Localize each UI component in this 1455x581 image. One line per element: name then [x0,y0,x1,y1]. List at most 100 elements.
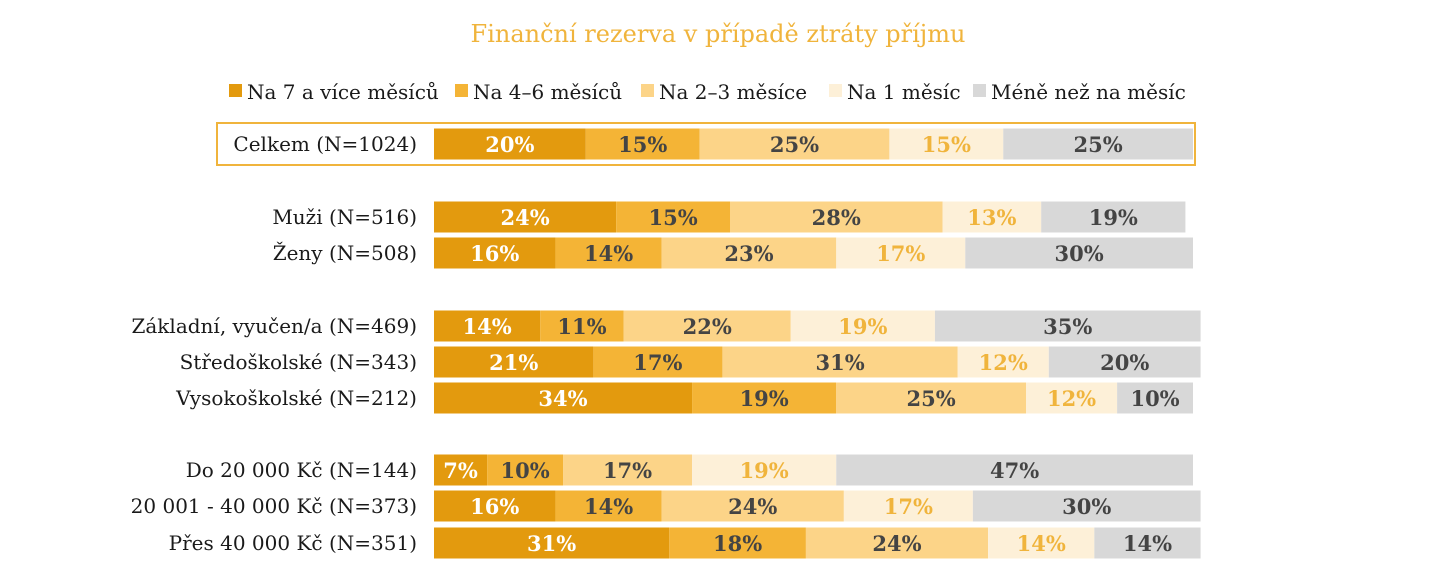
bar-row: 14% 11% 22% 19% 35% [434,310,1201,342]
highlight-box [216,122,1196,166]
bar-segment [593,346,723,378]
legend-swatch [641,84,654,97]
bar-segment [434,310,541,342]
bar-segment [1094,527,1201,559]
category-label: Do 20 000 Kč (N=144) [186,458,417,482]
legend-item: Méně než na měsíc [973,80,1186,104]
bar-segment [843,490,973,522]
data-label: 20% [1100,350,1149,375]
bar-segment [487,454,564,486]
category-labels: Celkem (N=1024) Muži (N=516) Ženy (N=508) Z… [131,132,417,555]
bar-segment [434,454,488,486]
data-label: 18% [713,531,762,556]
data-label: 13% [967,205,1016,230]
data-label: 14% [584,494,633,519]
bar-segment [988,527,1095,559]
bar-segment [965,237,1193,269]
data-label: 14% [584,241,633,266]
chart-title: Finanční rezerva v případě ztráty příjmu [471,20,966,48]
data-label: 31% [815,350,864,375]
bar-segment [1117,382,1193,414]
bar-segment [434,201,617,233]
bar-segment [1048,346,1201,378]
data-label: 22% [683,314,732,339]
data-label: 15% [648,205,697,230]
bar-segment [434,527,670,559]
bar-row: 31% 18% 24% 14% 14% [434,527,1201,559]
bar-segment [972,490,1201,522]
data-label: 25% [770,132,819,157]
bar-segment [836,454,1193,486]
legend-label: Na 7 a více měsíců [247,80,439,104]
bar-segment [957,346,1049,378]
bar-segment [585,128,700,160]
data-label: 31% [527,531,576,556]
data-label: 28% [812,205,861,230]
data-label: 7% [443,458,478,483]
data-label: 24% [728,494,777,519]
legend-swatch [973,84,986,97]
data-label: 17% [633,350,682,375]
category-label: Přes 40 000 Kč (N=351) [169,531,417,555]
bar-segment [836,382,1027,414]
legend-swatch [829,84,842,97]
legend: Na 7 a více měsíců Na 4–6 měsíců Na 2–3 mě… [229,80,1186,104]
data-label: 14% [463,314,512,339]
bar-segment [540,310,624,342]
bar-row: 16% 14% 24% 17% 30% [434,490,1201,522]
category-label: Vysokoškolské (N=212) [175,386,417,410]
data-label: 25% [907,386,956,411]
data-label: 24% [872,531,921,556]
data-label: 19% [838,314,887,339]
legend-item: Na 7 a více měsíců [229,80,439,104]
legend-label: Na 4–6 měsíců [473,80,622,104]
data-label: 12% [1047,386,1096,411]
data-label: 16% [470,494,519,519]
bar-segment [434,382,693,414]
data-label: 34% [538,386,587,411]
data-label: 19% [1089,205,1138,230]
bar-segment [692,382,837,414]
bar-row: 20% 15% 25% 15% 25% [434,128,1193,160]
bar-segment [434,490,556,522]
data-label: 17% [876,241,925,266]
data-label: 12% [979,350,1028,375]
bar-segment [661,490,844,522]
legend-item: Na 2–3 měsíce [641,80,807,104]
legend-label: Méně než na měsíc [991,80,1186,104]
bar-segment [1003,128,1193,160]
data-label: 19% [740,386,789,411]
bar-segment [555,490,662,522]
bar-row: 21% 17% 31% 12% 20% [434,346,1201,378]
category-label: Celkem (N=1024) [233,132,417,156]
bar-segment [934,310,1201,342]
data-label: 16% [470,241,519,266]
bar-segment [699,128,890,160]
bar-segment [434,128,586,160]
bar-segment [563,454,693,486]
data-label: 30% [1062,494,1111,519]
bar-segment [434,237,556,269]
bar-segment [836,237,966,269]
bar-segment [661,237,837,269]
legend-label: Na 1 měsíc [847,80,961,104]
legend-item: Na 4–6 měsíců [455,80,622,104]
bar-segment [623,310,791,342]
bar-segment [692,454,837,486]
category-label: 20 001 - 40 000 Kč (N=373) [131,494,417,518]
data-label: 17% [884,494,933,519]
data-label: 21% [489,350,538,375]
bar-segment [434,346,594,378]
bar-segment [1041,201,1186,233]
bar-segment [805,527,989,559]
bar-segment [790,310,935,342]
data-label: 10% [500,458,549,483]
legend-swatch [229,84,242,97]
data-label: 10% [1130,386,1179,411]
bar-segment [616,201,731,233]
bars: 20% 15% 25% 15% 25%24% 15% 28% 13% 19%16% 14% 23% 1… [434,128,1201,559]
data-label: 11% [557,314,606,339]
data-label: 25% [1074,132,1123,157]
data-label: 24% [500,205,549,230]
legend-swatch [455,84,468,97]
